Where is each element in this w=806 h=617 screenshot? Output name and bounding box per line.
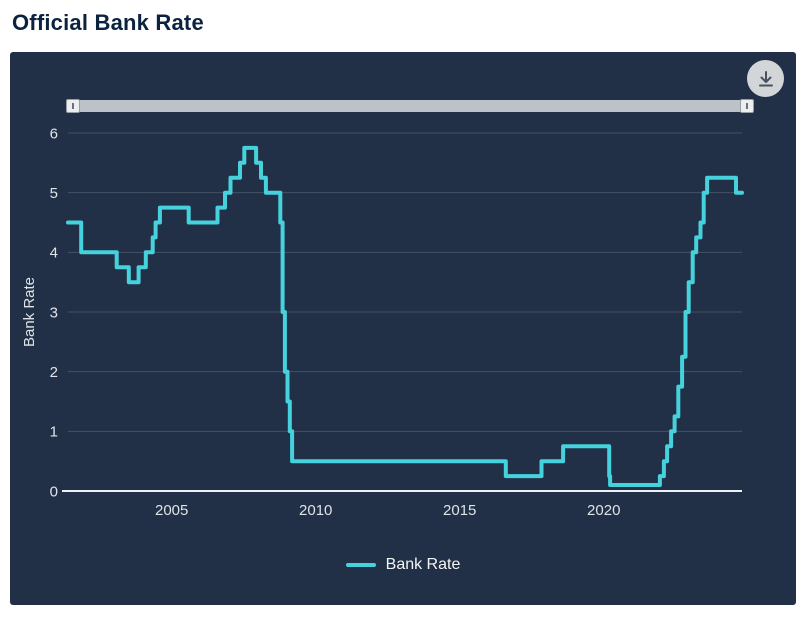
y-tick-label: 1 [50, 424, 58, 441]
drag-grip-icon [72, 103, 74, 109]
range-slider[interactable] [66, 99, 754, 113]
y-tick-label: 4 [50, 245, 58, 262]
y-tick-label: 6 [50, 125, 58, 142]
download-icon [758, 70, 773, 86]
y-tick-label: 2 [50, 364, 58, 381]
drag-grip-icon [746, 103, 748, 109]
y-tick-label: 0 [50, 483, 58, 500]
legend-item-bank-rate[interactable]: Bank Rate [345, 556, 461, 574]
legend: Bank Rate [10, 556, 796, 574]
slider-handle-right[interactable] [740, 99, 754, 113]
page-title: Official Bank Rate [12, 10, 204, 35]
slider-handle-left[interactable] [66, 99, 80, 113]
y-tick-label: 3 [50, 304, 58, 321]
x-tick-label: 2010 [299, 502, 332, 519]
x-tick-label: 2020 [587, 502, 620, 519]
legend-label: Bank Rate [385, 556, 461, 573]
bank-rate-line[interactable] [66, 145, 744, 487]
download-button[interactable] [747, 60, 784, 97]
y-axis-title: Bank Rate [21, 277, 38, 347]
bank-rate-chart[interactable]: 0 1 2 3 4 5 6 2005 2010 2015 2020 Bank Rate [10, 118, 796, 528]
chart-panel: 0 1 2 3 4 5 6 2005 2010 2015 2020 Bank Rate Bank Ra… [10, 52, 796, 605]
legend-swatch [345, 563, 376, 567]
x-tick-label: 2015 [443, 502, 476, 519]
x-tick-label: 2005 [155, 502, 188, 519]
y-tick-label: 5 [50, 185, 58, 202]
